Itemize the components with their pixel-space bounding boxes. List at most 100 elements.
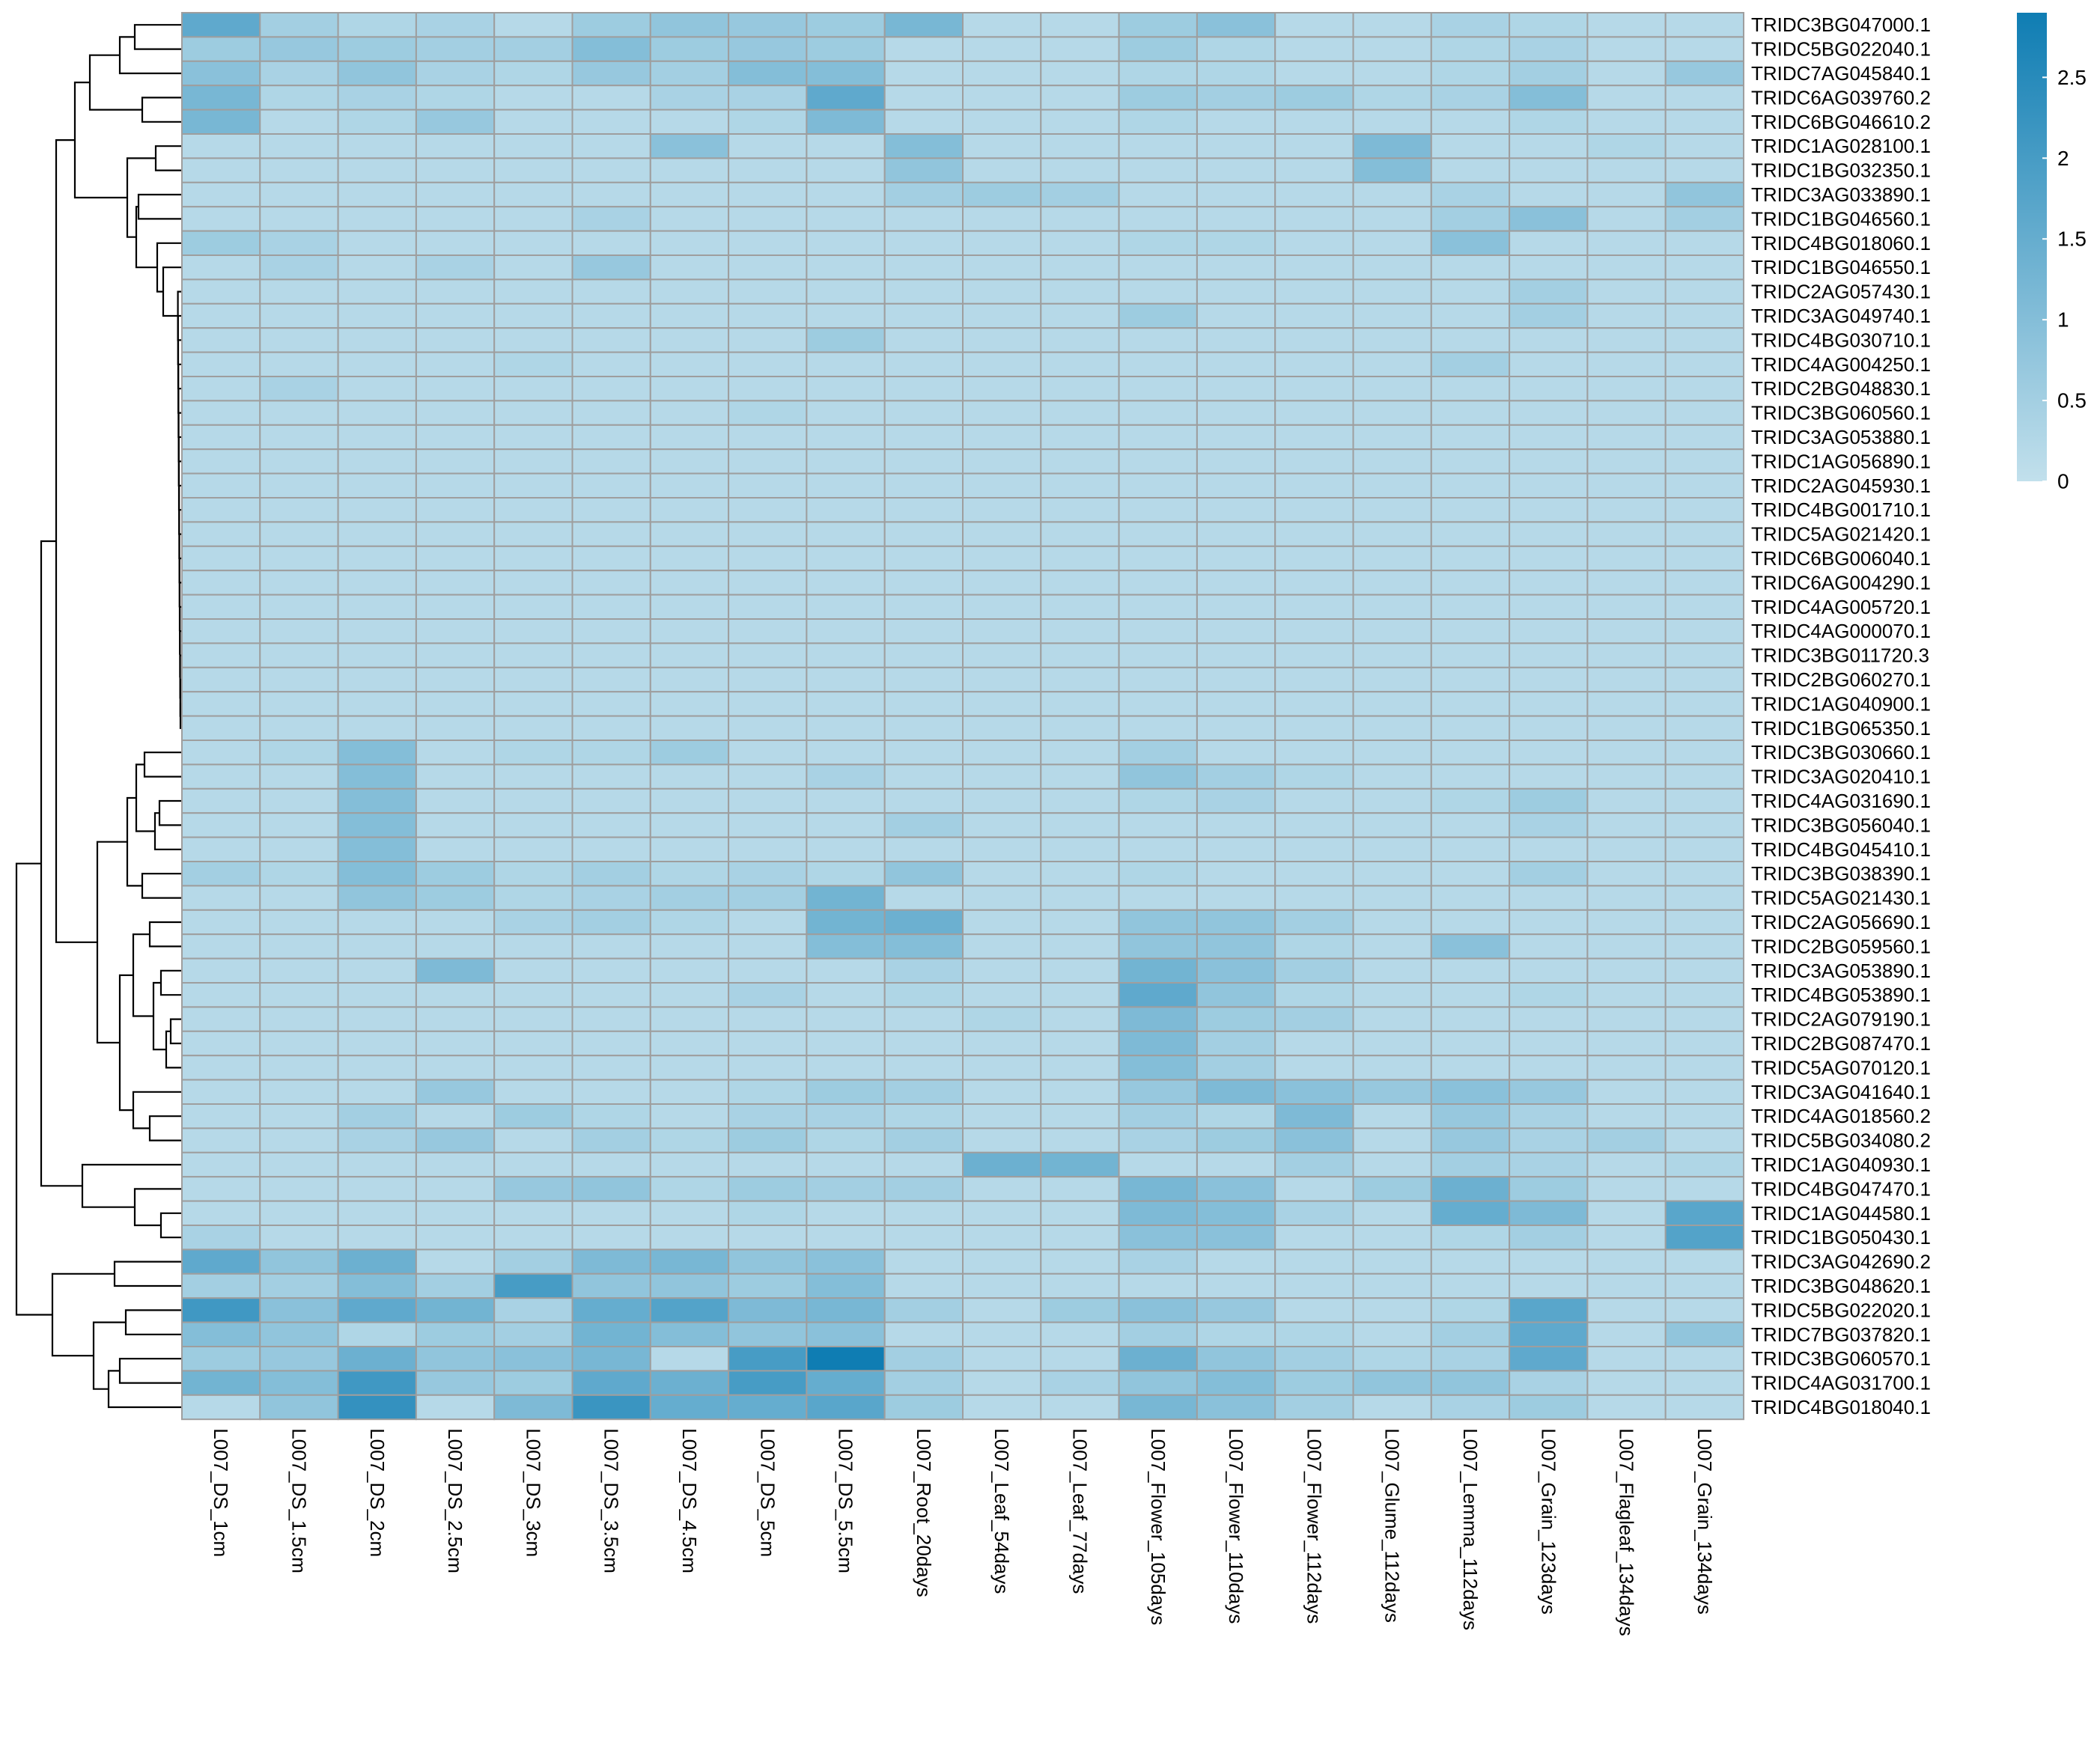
heatmap-cell: [728, 254, 808, 281]
heatmap-cell: [571, 666, 651, 693]
heatmap-cell: [1430, 1006, 1511, 1032]
heatmap-cell: [337, 254, 417, 281]
heatmap-cell: [649, 1176, 730, 1202]
heatmap-cell: [1196, 254, 1276, 281]
heatmap-cell: [493, 133, 573, 159]
heatmap-cell: [1118, 497, 1198, 523]
heatmap-cell: [1352, 957, 1432, 984]
heatmap-cell: [649, 642, 730, 668]
dendrogram-branch: [92, 1321, 126, 1390]
column-label: L007_Leaf_54days: [990, 1428, 1013, 1594]
heatmap-cell: [415, 12, 496, 38]
heatmap-cell: [1586, 982, 1667, 1008]
heatmap-cell: [1196, 181, 1276, 208]
heatmap-cell: [1586, 448, 1667, 475]
heatmap-cell: [1586, 85, 1667, 111]
heatmap-cell: [1274, 570, 1354, 596]
row-label: TRIDC3AG049740.1: [1751, 305, 1931, 327]
heatmap-cell: [493, 157, 573, 183]
heatmap-cell: [649, 181, 730, 208]
heatmap-cell: [883, 1225, 964, 1251]
heatmap-cell: [1509, 181, 1589, 208]
heatmap-cell: [883, 594, 964, 620]
heatmap-cell: [1040, 327, 1120, 353]
heatmap-cell: [806, 909, 886, 936]
heatmap-cell: [1196, 982, 1276, 1008]
heatmap-cell: [1274, 302, 1354, 329]
heatmap-cell: [1664, 909, 1744, 936]
heatmap-cell: [962, 1103, 1042, 1130]
heatmap-cell: [259, 763, 339, 790]
heatmap-cell: [415, 448, 496, 475]
heatmap-cell: [1040, 1151, 1120, 1178]
row-label: TRIDC4BG047470.1: [1751, 1177, 1931, 1200]
heatmap-cell: [883, 1127, 964, 1153]
row-label: TRIDC6AG004290.1: [1751, 571, 1931, 594]
column-label: L007_DS_1.5cm: [287, 1428, 310, 1573]
heatmap-cell: [1430, 1176, 1511, 1202]
heatmap-cell: [1352, 618, 1432, 644]
heatmap-cell: [728, 763, 808, 790]
heatmap-cell: [571, 1297, 651, 1323]
heatmap-cell: [1664, 861, 1744, 887]
heatmap-cell: [883, 982, 964, 1008]
heatmap-cells: [181, 12, 1744, 1421]
heatmap-cell: [1352, 1055, 1432, 1081]
heatmap-cell: [1664, 594, 1744, 620]
heatmap-cell: [728, 230, 808, 257]
heatmap-cell: [1509, 909, 1589, 936]
heatmap-cell: [1586, 1394, 1667, 1421]
heatmap-cell: [1586, 885, 1667, 911]
heatmap-cell: [1586, 12, 1667, 38]
heatmap-cell: [571, 812, 651, 838]
heatmap-cell: [1430, 1103, 1511, 1130]
heatmap-cell: [415, 1370, 496, 1396]
heatmap-cell: [1509, 497, 1589, 523]
heatmap-cell: [1118, 1006, 1198, 1032]
heatmap-cell: [728, 181, 808, 208]
heatmap-cell: [962, 472, 1042, 499]
heatmap-cell: [1040, 545, 1120, 572]
heatmap-cell: [883, 545, 964, 572]
heatmap-cell: [728, 1200, 808, 1226]
row-label: TRIDC4BG030710.1: [1751, 329, 1931, 351]
row-dendrogram: [15, 24, 182, 1409]
heatmap-cell: [337, 85, 417, 111]
row-label: TRIDC3BG038390.1: [1751, 862, 1931, 885]
heatmap-cell: [649, 691, 730, 717]
heatmap-cell: [181, 230, 261, 257]
heatmap-cell: [259, 1079, 339, 1105]
heatmap-cell: [1586, 1249, 1667, 1275]
heatmap-cell: [1118, 763, 1198, 790]
heatmap-cell: [962, 1030, 1042, 1057]
dendrogram-branch: [118, 1358, 182, 1384]
heatmap-cell: [259, 909, 339, 936]
heatmap-cell: [571, 594, 651, 620]
heatmap-cell: [181, 400, 261, 426]
heatmap-cell: [337, 642, 417, 668]
heatmap-cell: [337, 278, 417, 305]
heatmap-cell: [649, 715, 730, 741]
heatmap-cell: [571, 472, 651, 499]
heatmap-cell: [1664, 400, 1744, 426]
heatmap-cell: [883, 448, 964, 475]
dendrogram-branch: [141, 873, 182, 899]
row-label: TRIDC3BG056040.1: [1751, 814, 1931, 836]
heatmap-cell: [1352, 376, 1432, 402]
heatmap-cell: [1430, 666, 1511, 693]
heatmap-cell: [1274, 60, 1354, 87]
heatmap-cell: [728, 1176, 808, 1202]
heatmap-cell: [1274, 1370, 1354, 1396]
heatmap-cell: [1664, 1394, 1744, 1421]
heatmap-cell: [1196, 472, 1276, 499]
heatmap-cell: [1040, 1006, 1120, 1032]
heatmap-cell: [1586, 521, 1667, 547]
heatmap-cell: [1040, 376, 1120, 402]
heatmap-cell: [337, 1249, 417, 1275]
heatmap-cell: [1509, 812, 1589, 838]
heatmap-cell: [1586, 302, 1667, 329]
heatmap-cell: [1430, 691, 1511, 717]
heatmap-cell: [1352, 254, 1432, 281]
heatmap-cell: [259, 157, 339, 183]
